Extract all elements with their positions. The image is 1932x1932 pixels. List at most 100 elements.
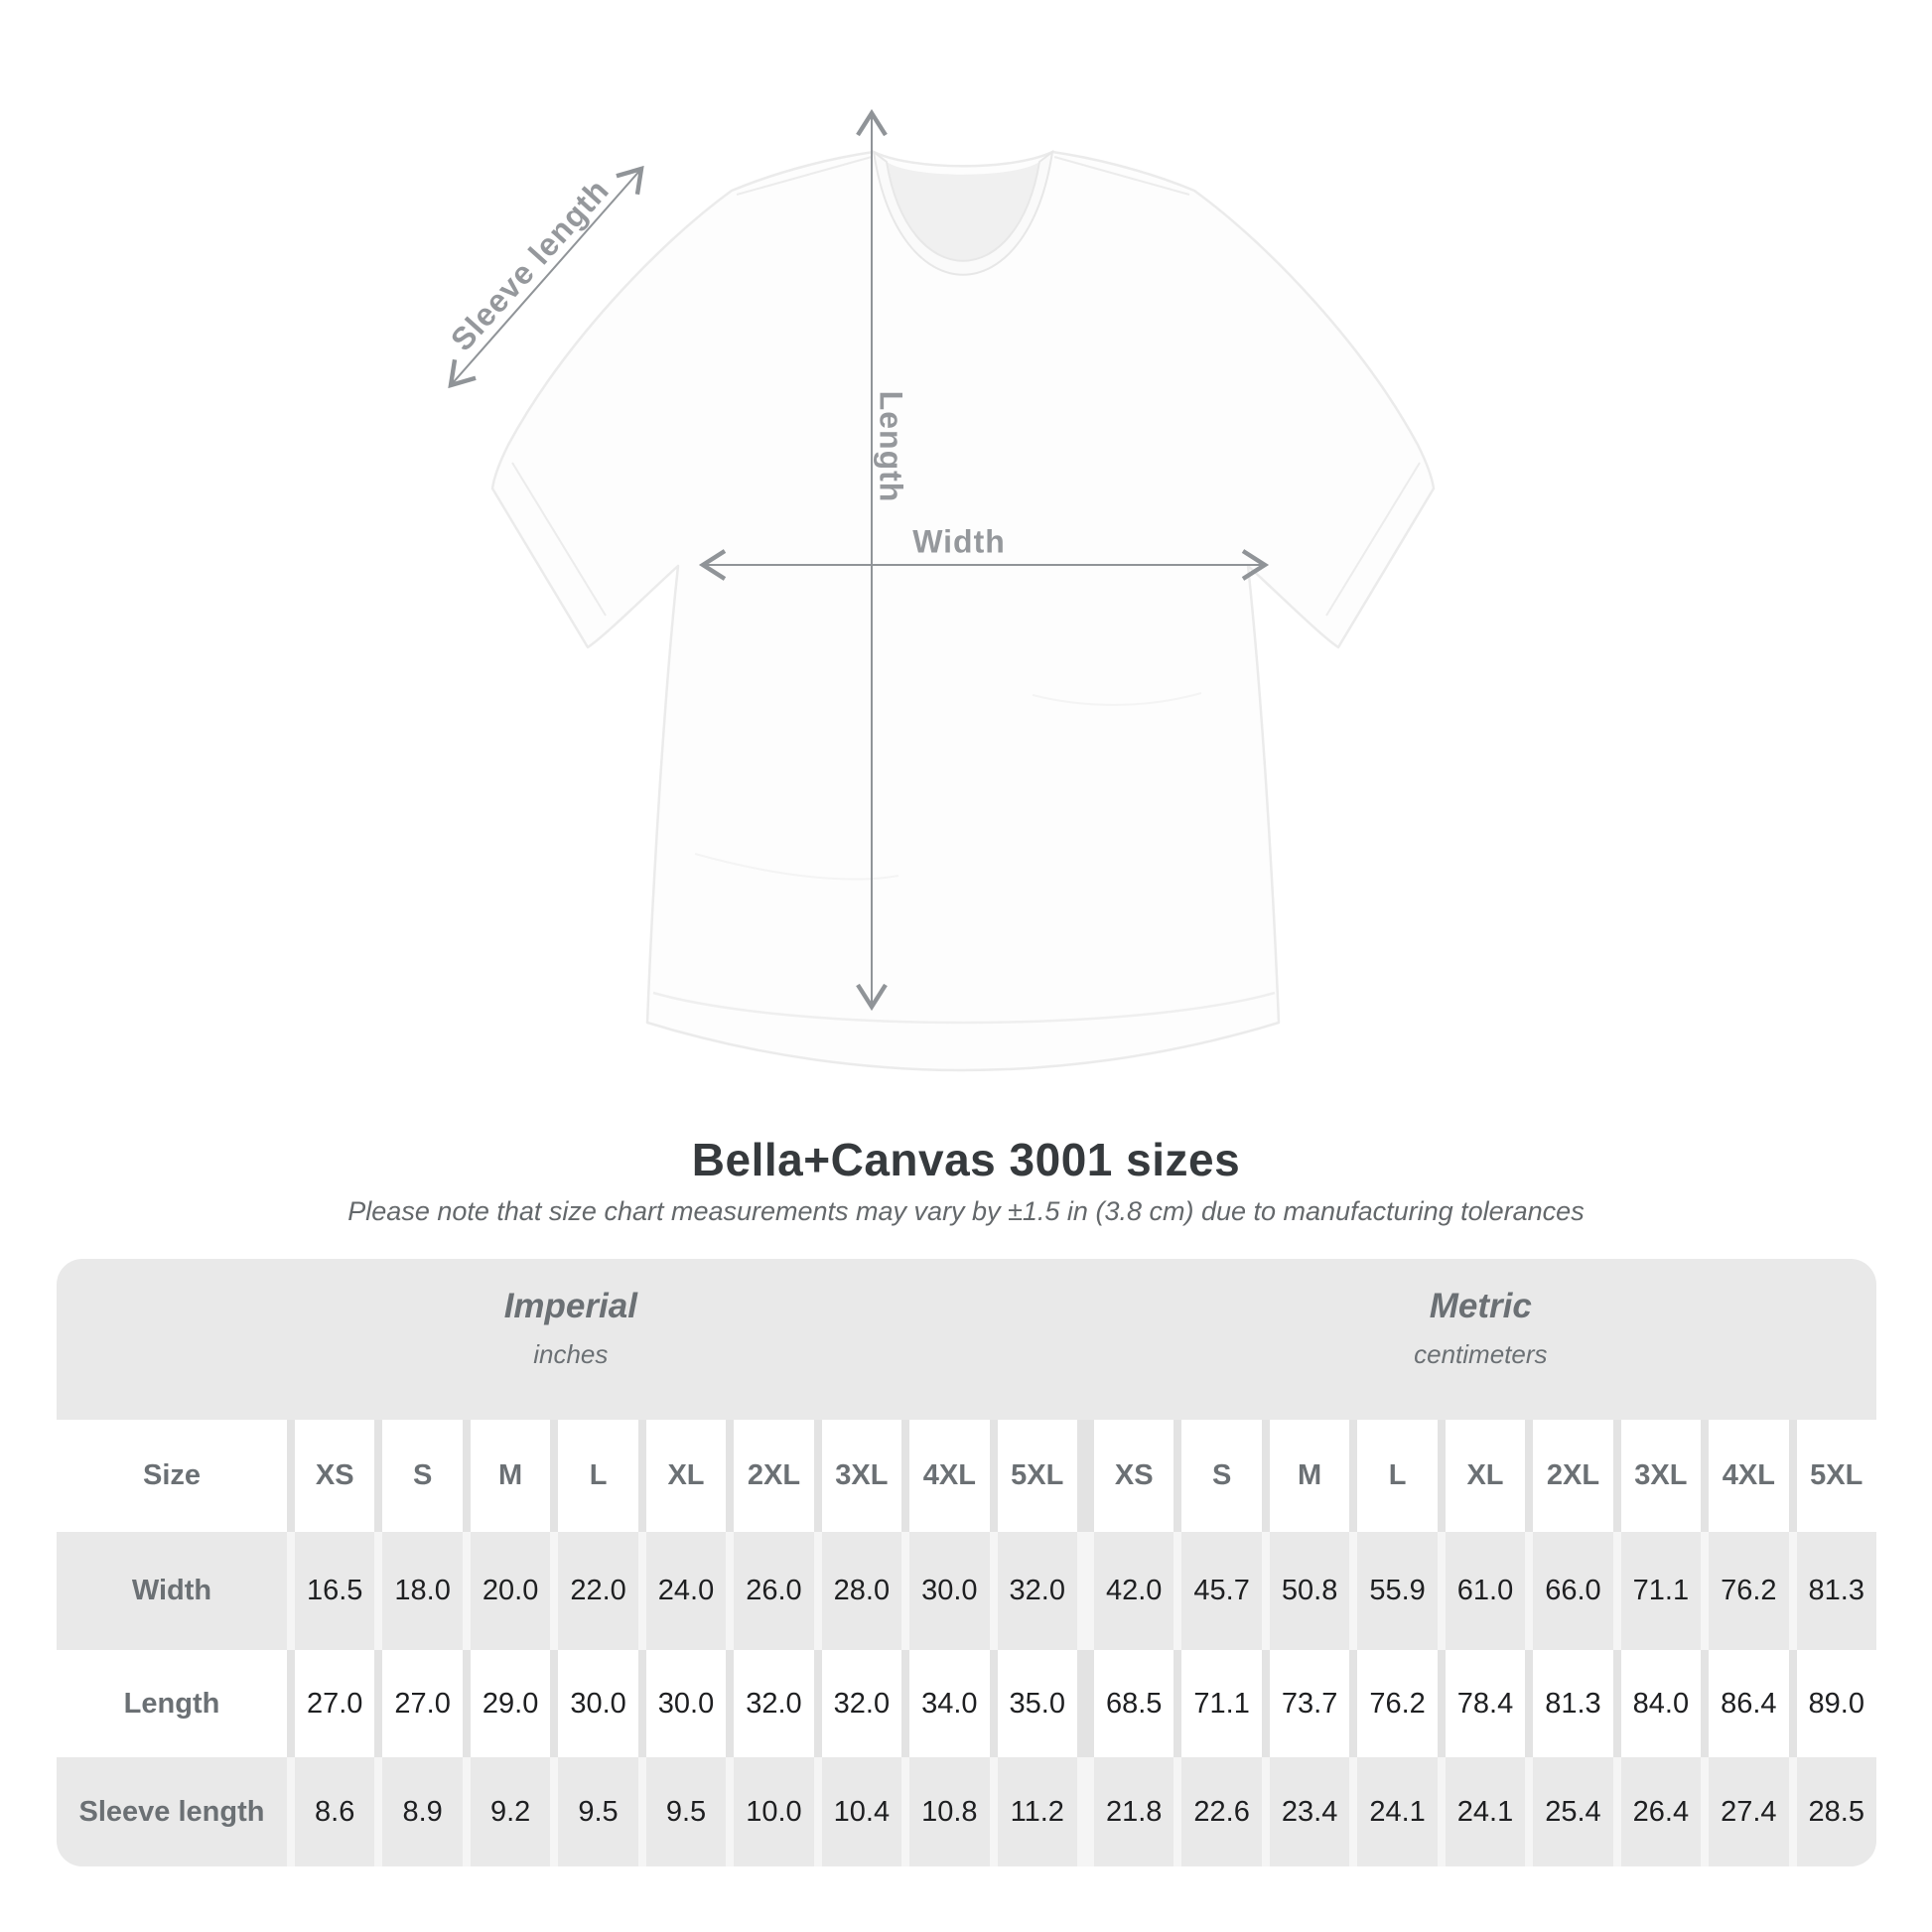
width-imperial-3xl: 28.0 — [821, 1532, 902, 1650]
sleeve-length-row-label: Sleeve length — [57, 1757, 287, 1866]
length-imperial-s: 27.0 — [382, 1650, 463, 1757]
size-table: Imperial inches Metric centimeters Size … — [57, 1259, 1876, 1866]
length-imperial-4xl: 34.0 — [909, 1650, 990, 1757]
unit-header-band: Imperial inches Metric centimeters — [57, 1259, 1876, 1420]
width-metric-s: 45.7 — [1181, 1532, 1262, 1650]
width-imperial-xl: 24.0 — [645, 1532, 727, 1650]
length-metric-s: 71.1 — [1181, 1650, 1262, 1757]
tshirt-measurement-diagram: Sleeve length Length Width — [444, 108, 1436, 1072]
size-col-header-metric-xl: XL — [1445, 1420, 1526, 1532]
size-col-header-metric-l: L — [1357, 1420, 1438, 1532]
width-metric-xs: 42.0 — [1093, 1532, 1174, 1650]
length-metric-l: 76.2 — [1357, 1650, 1438, 1757]
length-imperial-l: 30.0 — [558, 1650, 638, 1757]
imperial-section-header: Imperial inches — [57, 1259, 1085, 1420]
size-col-header-metric-m: M — [1269, 1420, 1350, 1532]
tshirt-illustration — [448, 108, 1436, 1072]
size-row-label: Size — [57, 1420, 287, 1532]
size-col-header-imperial-xs: XS — [295, 1420, 375, 1532]
sleeve-imperial-l: 9.5 — [558, 1757, 638, 1866]
unit-divider — [1085, 1532, 1086, 1650]
size-col-header-imperial-5xl: 5XL — [997, 1420, 1077, 1532]
size-header-row: Size XS S M L XL 2XL 3XL 4XL 5XL XS S M … — [57, 1420, 1876, 1532]
length-imperial-2xl: 32.0 — [734, 1650, 814, 1757]
size-col-header-metric-4xl: 4XL — [1709, 1420, 1789, 1532]
sleeve-metric-2xl: 25.4 — [1533, 1757, 1613, 1866]
page-title: Bella+Canvas 3001 sizes — [691, 1134, 1241, 1185]
sleeve-metric-s: 22.6 — [1181, 1757, 1262, 1866]
width-imperial-2xl: 26.0 — [734, 1532, 814, 1650]
sleeve-length-arrow — [448, 165, 644, 389]
sleeve-imperial-xl: 9.5 — [645, 1757, 727, 1866]
size-col-header-imperial-4xl: 4XL — [909, 1420, 990, 1532]
size-col-header-imperial-xl: XL — [645, 1420, 727, 1532]
table-row-length: Length 27.0 27.0 29.0 30.0 30.0 32.0 32.… — [57, 1650, 1876, 1757]
sleeve-metric-5xl: 28.5 — [1796, 1757, 1876, 1866]
length-metric-2xl: 81.3 — [1533, 1650, 1613, 1757]
length-metric-3xl: 84.0 — [1620, 1650, 1702, 1757]
width-arrow-label: Width — [912, 523, 1006, 560]
table-row-sleeve-length: Sleeve length 8.6 8.9 9.2 9.5 9.5 10.0 1… — [57, 1757, 1876, 1866]
sleeve-metric-l: 24.1 — [1357, 1757, 1438, 1866]
unit-divider — [1085, 1650, 1086, 1757]
size-col-header-imperial-m: M — [470, 1420, 551, 1532]
sleeve-imperial-m: 9.2 — [470, 1757, 551, 1866]
width-metric-l: 55.9 — [1357, 1532, 1438, 1650]
imperial-unit-label: inches — [533, 1339, 609, 1369]
size-col-header-metric-3xl: 3XL — [1620, 1420, 1702, 1532]
sleeve-metric-xl: 24.1 — [1445, 1757, 1526, 1866]
length-imperial-xl: 30.0 — [645, 1650, 727, 1757]
size-col-header-metric-s: S — [1181, 1420, 1262, 1532]
width-metric-4xl: 76.2 — [1709, 1532, 1789, 1650]
width-row-label: Width — [57, 1532, 287, 1650]
measurement-arrows — [448, 108, 1270, 1012]
metric-section-header: Metric centimeters — [1085, 1259, 1876, 1420]
width-metric-xl: 61.0 — [1445, 1532, 1526, 1650]
sleeve-metric-xs: 21.8 — [1093, 1757, 1174, 1866]
unit-divider — [1085, 1757, 1086, 1866]
length-metric-5xl: 89.0 — [1796, 1650, 1876, 1757]
length-row-label: Length — [57, 1650, 287, 1757]
sleeve-imperial-5xl: 11.2 — [997, 1757, 1077, 1866]
length-imperial-5xl: 35.0 — [997, 1650, 1077, 1757]
width-metric-2xl: 66.0 — [1533, 1532, 1613, 1650]
sleeve-metric-3xl: 26.4 — [1620, 1757, 1702, 1866]
sleeve-imperial-s: 8.9 — [382, 1757, 463, 1866]
metric-unit-label: centimeters — [1414, 1339, 1548, 1369]
width-metric-5xl: 81.3 — [1796, 1532, 1876, 1650]
unit-divider — [1085, 1420, 1086, 1532]
sleeve-metric-4xl: 27.4 — [1709, 1757, 1789, 1866]
size-col-header-imperial-2xl: 2XL — [734, 1420, 814, 1532]
width-metric-3xl: 71.1 — [1620, 1532, 1702, 1650]
tshirt-shape — [490, 149, 1436, 1072]
width-imperial-l: 22.0 — [558, 1532, 638, 1650]
width-imperial-m: 20.0 — [470, 1532, 551, 1650]
length-metric-xs: 68.5 — [1093, 1650, 1174, 1757]
table-row-width: Width 16.5 18.0 20.0 22.0 24.0 26.0 28.0… — [57, 1532, 1876, 1650]
size-col-header-metric-2xl: 2XL — [1533, 1420, 1613, 1532]
tolerance-note: Please note that size chart measurements… — [347, 1196, 1585, 1226]
length-arrow-label: Length — [873, 390, 909, 503]
length-metric-xl: 78.4 — [1445, 1650, 1526, 1757]
length-metric-m: 73.7 — [1269, 1650, 1350, 1757]
width-imperial-s: 18.0 — [382, 1532, 463, 1650]
size-col-header-imperial-l: L — [558, 1420, 638, 1532]
width-imperial-4xl: 30.0 — [909, 1532, 990, 1650]
size-col-header-imperial-s: S — [382, 1420, 463, 1532]
length-imperial-m: 29.0 — [470, 1650, 551, 1757]
size-col-header-imperial-3xl: 3XL — [821, 1420, 902, 1532]
length-imperial-3xl: 32.0 — [821, 1650, 902, 1757]
length-imperial-xs: 27.0 — [295, 1650, 375, 1757]
sleeve-metric-m: 23.4 — [1269, 1757, 1350, 1866]
width-imperial-5xl: 32.0 — [997, 1532, 1077, 1650]
length-metric-4xl: 86.4 — [1709, 1650, 1789, 1757]
imperial-label: Imperial — [503, 1287, 637, 1325]
sleeve-imperial-xs: 8.6 — [295, 1757, 375, 1866]
sleeve-imperial-3xl: 10.4 — [821, 1757, 902, 1866]
size-col-header-metric-5xl: 5XL — [1796, 1420, 1876, 1532]
size-col-header-metric-xs: XS — [1093, 1420, 1174, 1532]
metric-label: Metric — [1429, 1287, 1532, 1325]
sleeve-imperial-2xl: 10.0 — [734, 1757, 814, 1866]
width-metric-m: 50.8 — [1269, 1532, 1350, 1650]
